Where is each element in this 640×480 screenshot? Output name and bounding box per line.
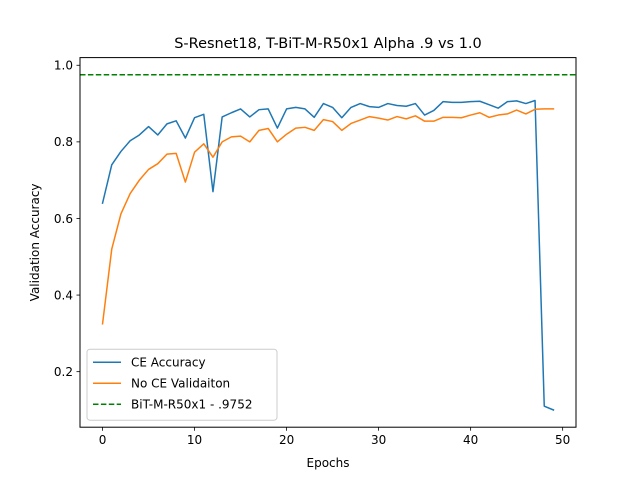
y-tick-label: 0.8 xyxy=(54,135,73,149)
y-axis-ticks: 0.2 0.4 0.6 0.8 1.0 xyxy=(54,59,80,379)
x-tick-label: 40 xyxy=(463,433,478,447)
x-tick-label: 0 xyxy=(99,433,107,447)
series-line-ce-accuracy xyxy=(101,99,555,411)
legend-label-ce-accuracy: CE Accuracy xyxy=(131,356,206,370)
legend-label-bit-m-r50x1-9752: BiT-M-R50x1 - .9752 xyxy=(131,398,252,412)
x-tick-label: 50 xyxy=(555,433,570,447)
series-line-no-ce-validaiton xyxy=(101,108,555,325)
legend-label-no-ce-validaiton: No CE Validaiton xyxy=(131,377,230,391)
y-axis-label: Validation Accuracy xyxy=(28,183,42,301)
plot-area xyxy=(80,74,576,411)
y-tick-label: 0.4 xyxy=(54,288,73,302)
legend: CE Accuracy No CE Validaiton BiT-M-R50x1 -… xyxy=(86,348,278,421)
y-tick-label: 0.6 xyxy=(54,212,73,226)
y-tick-label: 0.2 xyxy=(54,365,73,379)
x-tick-label: 20 xyxy=(279,433,294,447)
x-axis-label: Epochs xyxy=(307,456,350,470)
y-tick-label: 1.0 xyxy=(54,59,73,73)
x-tick-label: 30 xyxy=(371,433,386,447)
legend-box xyxy=(86,348,278,421)
x-tick-label: 10 xyxy=(187,433,202,447)
x-axis-ticks: 0 10 20 30 40 50 xyxy=(99,427,570,447)
axes-frame xyxy=(79,57,577,428)
chart-title: S-Resnet18, T-BiT-M-R50x1 Alpha .9 vs 1.… xyxy=(174,36,482,52)
